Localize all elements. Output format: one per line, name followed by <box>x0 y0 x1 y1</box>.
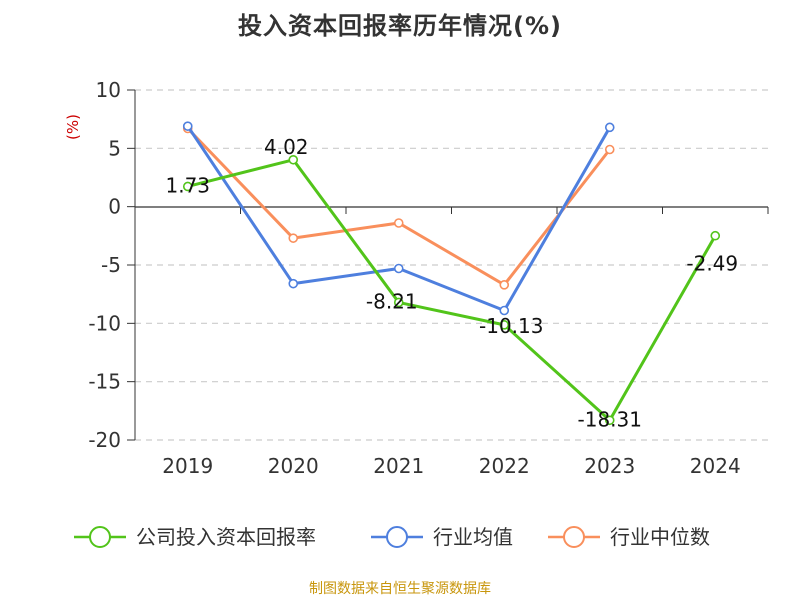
chart-title: 投入资本回报率历年情况(%) <box>238 12 562 40</box>
x-tick-label: 2022 <box>479 454 530 478</box>
data-point <box>288 154 299 165</box>
y-tick-label: 5 <box>108 136 121 160</box>
data-point <box>604 144 615 155</box>
y-tick-label: -15 <box>88 370 121 394</box>
data-point <box>182 121 193 131</box>
axes: 10 5 0 -5 -10 -15 -20 2019 2020 2021 2022 2023 2024 (… <box>64 78 769 478</box>
series-lines <box>182 121 721 426</box>
x-tick-label: 2024 <box>690 454 741 478</box>
legend-label: 行业均值 <box>433 525 513 549</box>
data-point <box>288 278 299 289</box>
y-tick-label: -5 <box>101 253 121 277</box>
data-point <box>604 415 615 426</box>
data-point <box>710 230 721 241</box>
x-tick-label: 2019 <box>162 454 213 478</box>
y-axis-unit-label: (%) <box>64 114 82 140</box>
y-tick-label: -20 <box>88 428 121 452</box>
grid-lines <box>135 89 768 441</box>
data-point <box>393 297 404 308</box>
data-label: -2.49 <box>686 252 738 276</box>
data-point <box>499 320 510 330</box>
data-source-footer: 制图数据来自恒生聚源数据库 <box>309 581 491 597</box>
data-point <box>182 181 193 192</box>
data-point <box>288 233 299 243</box>
legend-label: 行业中位数 <box>610 525 710 549</box>
y-tick-label: -10 <box>88 311 121 335</box>
data-label: -10.13 <box>479 314 543 338</box>
data-point <box>499 305 510 316</box>
data-point <box>604 122 615 133</box>
x-tick-label: 2023 <box>584 454 635 478</box>
data-labels: 1.73 4.02 -8.21 -10.13 -18.31 -2.49 <box>165 135 738 432</box>
data-label: 1.73 <box>165 173 210 197</box>
legend-marker <box>89 526 111 548</box>
x-tick-label: 2021 <box>373 454 424 478</box>
legend-label: 公司投入资本回报率 <box>136 525 316 549</box>
series-line <box>187 158 717 422</box>
legend-marker <box>386 526 408 548</box>
data-label: -18.31 <box>578 407 642 431</box>
data-point <box>499 280 510 290</box>
legend: 公司投入资本回报率 行业均值 行业中位数 <box>74 525 710 549</box>
data-label: 4.02 <box>264 135 309 159</box>
data-point <box>393 218 404 228</box>
data-label: -8.21 <box>366 289 418 313</box>
legend-marker <box>563 526 585 548</box>
y-tick-label: 10 <box>96 78 121 102</box>
x-tick-label: 2020 <box>268 454 319 478</box>
data-point <box>393 263 404 274</box>
y-tick-label: 0 <box>108 195 121 219</box>
